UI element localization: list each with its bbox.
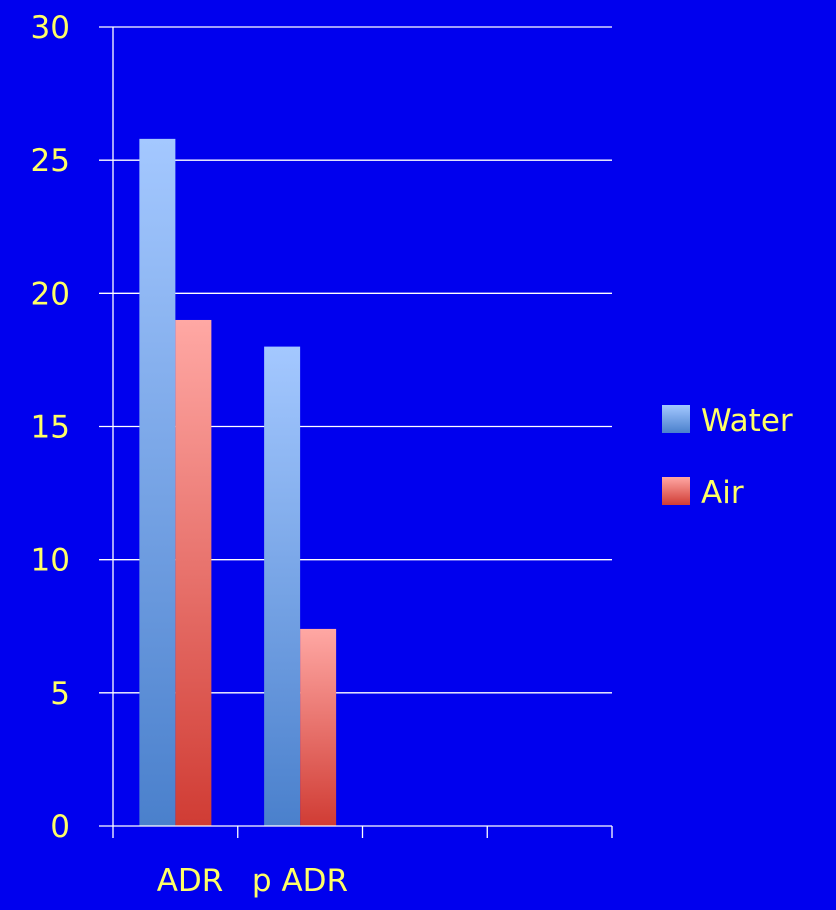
bar-water	[139, 138, 176, 827]
x-tick-label: p ADR	[252, 863, 348, 899]
y-tick-label: 0	[50, 809, 70, 845]
x-tick-label: ADR	[157, 863, 224, 899]
bar-water	[264, 346, 301, 826]
legend: Water Air	[662, 403, 793, 511]
y-tick-label: 25	[31, 143, 70, 179]
legend-label: Air	[701, 475, 744, 511]
y-tick-labels: 0 5 10 15 20 25 30	[31, 10, 70, 845]
bars	[139, 138, 337, 827]
y-tick-label: 10	[31, 543, 70, 579]
axes	[99, 27, 613, 838]
y-tick-label: 30	[31, 10, 70, 46]
legend-label: Water	[701, 403, 793, 439]
y-tick-label: 15	[31, 410, 70, 446]
y-tick-label: 5	[50, 676, 70, 712]
legend-swatch	[662, 405, 690, 433]
bar-air	[300, 628, 337, 826]
y-tick-label: 20	[31, 276, 70, 312]
legend-swatch	[662, 477, 690, 505]
x-tick-labels: ADR p ADR	[157, 863, 348, 899]
bar-air	[175, 319, 212, 826]
